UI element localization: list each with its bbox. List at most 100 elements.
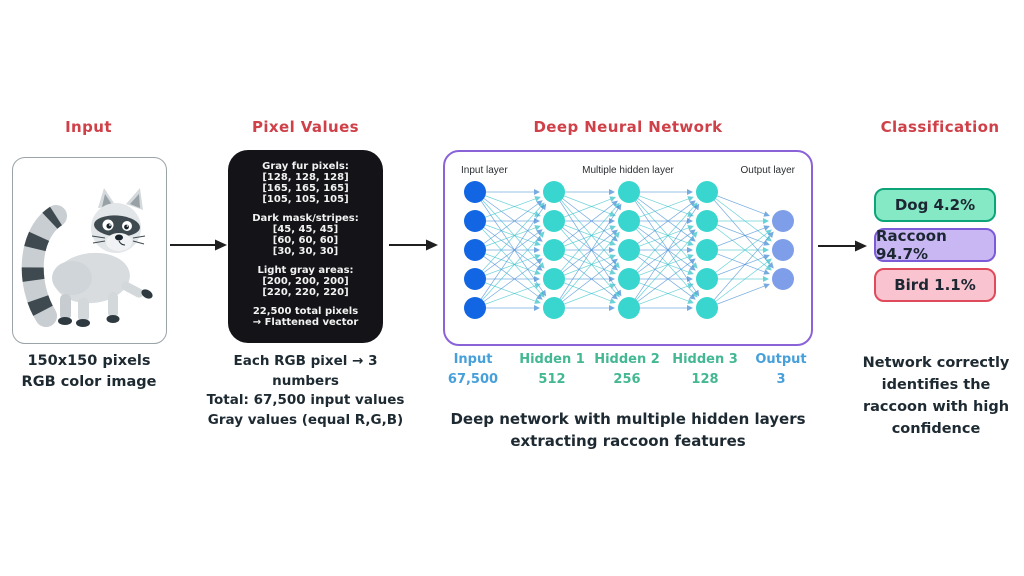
network-connection	[474, 196, 541, 222]
network-connection	[474, 278, 541, 304]
network-caption: Deep network with multiple hidden layers…	[433, 408, 823, 452]
classification-results: Dog 4.2% Raccoon 94.7% Bird 1.1%	[874, 188, 996, 302]
raccoon-pupil	[105, 222, 112, 229]
pixel-group-3: 22,500 total pixels → Flattened vector	[228, 306, 383, 328]
network-node-hidden-3	[696, 239, 718, 261]
raccoon-whiskers	[91, 235, 145, 244]
network-connection	[706, 191, 772, 242]
network-connection	[628, 249, 694, 275]
network-connection	[706, 229, 772, 280]
network-connection	[628, 278, 694, 304]
layer-size: 256	[613, 372, 641, 387]
layer-name: Input	[453, 352, 493, 367]
raccoon-foot	[57, 316, 72, 325]
network-connection	[553, 220, 618, 271]
network-node-hidden-1	[543, 210, 565, 232]
raccoon-leg	[107, 291, 118, 318]
network-connection	[706, 225, 770, 251]
network-connection	[628, 258, 696, 309]
input-layer-label: Input layer	[461, 165, 508, 176]
raccoon-tail-stripes	[21, 206, 63, 322]
network-connection	[628, 229, 696, 280]
network-node-hidden-2	[618, 297, 640, 319]
network-connection	[474, 191, 545, 269]
network-connection	[474, 258, 543, 309]
flow-arrow-pixels-to-network	[389, 239, 438, 251]
network-connection	[706, 231, 774, 309]
raccoon-front-paw	[120, 281, 144, 298]
network-connection	[474, 220, 543, 271]
network-node-hidden-1	[543, 268, 565, 290]
network-caption-line2: extracting raccoon features	[510, 432, 746, 450]
network-connection	[628, 220, 696, 271]
network-connection	[474, 254, 541, 280]
network-connection	[474, 202, 545, 280]
pixel-line: Light gray areas:	[257, 265, 354, 276]
input-caption-line2: RGB color image	[21, 374, 157, 390]
raccoon-illustration	[21, 187, 153, 327]
network-connection	[628, 191, 694, 217]
network-connection	[553, 191, 620, 269]
network-node-input	[464, 210, 486, 232]
pixel-caption-line3: Gray values (equal R,G,B)	[207, 411, 404, 428]
network-connection	[628, 202, 698, 280]
network-node-hidden-1	[543, 239, 565, 261]
raccoon-nose	[114, 234, 123, 240]
network-node-hidden-3	[696, 297, 718, 319]
result-chip-raccoon: Raccoon 94.7%	[874, 227, 996, 263]
network-connection	[474, 220, 541, 246]
raccoon-eye-glint	[108, 223, 111, 226]
network-node-hidden-2	[618, 181, 640, 203]
classification-caption: Network correctly identifies the raccoon…	[852, 352, 1020, 440]
layer-size: 67,500	[447, 372, 499, 387]
network-connection	[553, 202, 620, 280]
network-connection	[706, 191, 770, 217]
network-connection	[553, 220, 620, 298]
network-connection	[706, 249, 770, 275]
network-connection	[706, 258, 772, 309]
layer-label-hidden-3: Hidden 3 128	[660, 352, 750, 387]
network-connection	[553, 229, 618, 280]
network-connection	[706, 254, 770, 280]
layer-name: Hidden 2	[594, 352, 660, 367]
input-image-frame	[12, 157, 167, 344]
flow-arrow-input-to-pixels	[170, 239, 227, 251]
input-caption-line1: 150x150 pixels	[27, 353, 151, 369]
pixel-line: [165, 165, 165]	[262, 183, 349, 194]
pixel-line: → Flattened vector	[252, 317, 359, 328]
network-connection	[474, 191, 541, 217]
network-connection	[474, 220, 545, 298]
network-connection	[553, 249, 618, 300]
raccoon-leg	[59, 293, 71, 320]
classification-section-title: Classification	[880, 118, 1000, 136]
network-connection	[553, 258, 618, 309]
network-connection	[474, 203, 547, 309]
network-connection	[553, 200, 618, 251]
network-connection	[474, 249, 541, 275]
pixel-line: [105, 105, 105]	[262, 194, 349, 205]
pixel-group-1: Dark mask/stripes: [45, 45, 45] [60, 60, 6…	[228, 213, 383, 257]
network-node-hidden-3	[696, 181, 718, 203]
network-node-input	[464, 239, 486, 261]
neural-network-graph	[464, 181, 794, 319]
network-connection	[553, 203, 622, 309]
network-connection	[474, 200, 543, 251]
network-connection	[628, 191, 696, 242]
pixel-line: Dark mask/stripes:	[252, 213, 359, 224]
network-node-hidden-2	[618, 268, 640, 290]
network-connection	[628, 200, 696, 251]
network-connection	[628, 254, 694, 280]
classification-caption-line1: Network correctly	[862, 355, 1010, 371]
input-caption: 150x150 pixels RGB color image	[0, 351, 178, 393]
classification-caption-line2: identifies the	[881, 377, 991, 393]
network-connection	[706, 191, 774, 269]
pixel-line: [60, 60, 60]	[272, 235, 339, 246]
network-node-hidden-1	[543, 297, 565, 319]
network-node-hidden-3	[696, 268, 718, 290]
layer-size: 128	[691, 372, 719, 387]
pixel-group-2: Light gray areas: [200, 200, 200] [220, 22…	[228, 265, 383, 298]
network-connection	[706, 283, 770, 309]
pixel-caption-line1: Each RGB pixel → 3 numbers	[233, 353, 378, 389]
network-section-title: Deep Neural Network	[533, 118, 723, 136]
pixel-group-0: Gray fur pixels: [128, 128, 128] [165, 165…	[228, 161, 383, 205]
